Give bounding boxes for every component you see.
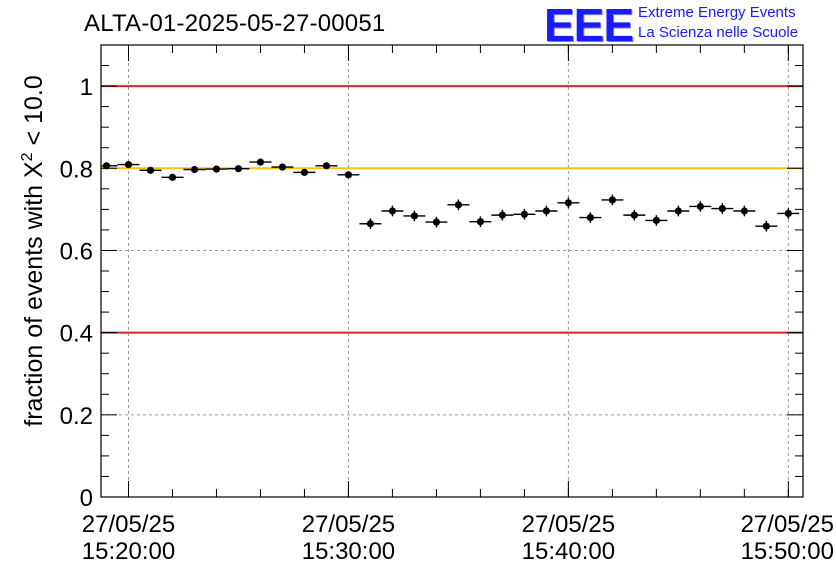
data-marker (256, 158, 265, 166)
data-point (161, 173, 184, 181)
reference-lines (101, 85, 803, 334)
y-axis-label-threshold: < 10.0 (20, 75, 48, 152)
x-tick-label-time: 15:40:00 (522, 538, 615, 565)
data-point (337, 171, 360, 179)
data-marker (740, 207, 748, 215)
data-marker (190, 165, 199, 174)
data-marker (718, 204, 726, 213)
data-point (403, 210, 426, 222)
data-marker (168, 173, 177, 181)
logo-line-extreme-energy-events: Extreme Energy Events (638, 4, 796, 21)
data-point (381, 205, 404, 217)
data-marker (234, 165, 243, 173)
data-point (557, 197, 580, 209)
data-point (623, 209, 646, 221)
data-point (513, 208, 536, 220)
data-point (249, 158, 272, 166)
data-marker (542, 207, 550, 215)
y-axis-label: fraction of events with X2 < 10.0 (19, 75, 48, 426)
logo-line-la-scienza: La Scienza nelle Scuole (638, 24, 799, 41)
data-marker (278, 163, 287, 171)
x-tick-label-date: 27/05/25 (302, 511, 395, 538)
data-point (733, 205, 756, 217)
data-point (777, 208, 800, 219)
x-tick-label-time: 15:30:00 (302, 538, 395, 565)
data-marker (432, 218, 441, 226)
data-point (359, 218, 382, 230)
data-marker (388, 207, 397, 215)
y-tick-label: 0.2 (60, 403, 93, 430)
data-point (315, 162, 338, 170)
x-tick-label-date: 27/05/25 (522, 511, 615, 538)
data-marker (124, 160, 133, 169)
data-marker (564, 199, 572, 207)
data-point (469, 216, 492, 228)
data-marker (476, 218, 485, 226)
plot-frame (100, 44, 804, 498)
data-marker (322, 162, 331, 170)
data-marker (652, 216, 660, 225)
data-marker (498, 211, 507, 219)
x-tick-label-date: 27/05/25 (82, 511, 175, 538)
data-marker (586, 213, 594, 222)
x-tick-label-date: 27/05/25 (741, 511, 834, 538)
data-marker (784, 209, 792, 218)
y-tick-label: 0.4 (60, 321, 93, 348)
y-tick-label: 0 (80, 485, 93, 512)
data-point (293, 168, 316, 176)
data-marker (608, 196, 616, 204)
data-point (227, 165, 250, 173)
data-marker (300, 168, 309, 176)
y-tick-label: 0.6 (60, 238, 93, 265)
y-tick-label: 1 (80, 74, 93, 101)
data-point (601, 194, 624, 206)
grid-layer (101, 45, 803, 497)
data-point (535, 205, 558, 217)
data-point (117, 160, 140, 169)
data-point (101, 162, 118, 170)
data-point (689, 201, 712, 212)
y-axis-label-text: fraction of events with X (20, 161, 48, 427)
eee-logo-mark: EEE (544, 0, 634, 51)
data-marker (454, 201, 463, 209)
data-marker (630, 211, 638, 219)
data-marker (674, 207, 682, 215)
data-point (645, 215, 668, 226)
data-point (711, 203, 734, 214)
data-marker (762, 222, 770, 230)
data-point (139, 166, 162, 174)
data-point (205, 165, 228, 173)
data-point (183, 165, 206, 174)
data-marker (146, 166, 155, 174)
data-point (447, 199, 470, 211)
data-marker (212, 165, 221, 173)
data-point (667, 205, 690, 217)
data-point (579, 212, 602, 223)
data-marker (366, 220, 375, 228)
data-point (491, 209, 514, 221)
x-tick-label-time: 15:50:00 (741, 538, 834, 565)
axis-ticks: 00.20.40.60.8127/05/2515:20:0027/05/2515… (60, 44, 834, 565)
chart-title: ALTA-01-2025-05-27-00051 (84, 10, 386, 37)
data-point (271, 163, 294, 171)
x-tick-label-time: 15:20:00 (82, 538, 175, 565)
y-tick-label: 0.8 (60, 156, 93, 183)
y-axis-label-superscript: 2 (19, 152, 36, 161)
data-marker (520, 210, 528, 218)
data-marker (410, 212, 419, 220)
data-marker (696, 202, 704, 211)
data-marker (344, 171, 353, 179)
data-point (425, 216, 448, 228)
data-point (755, 220, 778, 232)
data-points (101, 158, 800, 232)
eee-logo: EEE Extreme Energy Events La Scienza nel… (544, 0, 834, 51)
data-marker (102, 162, 111, 170)
